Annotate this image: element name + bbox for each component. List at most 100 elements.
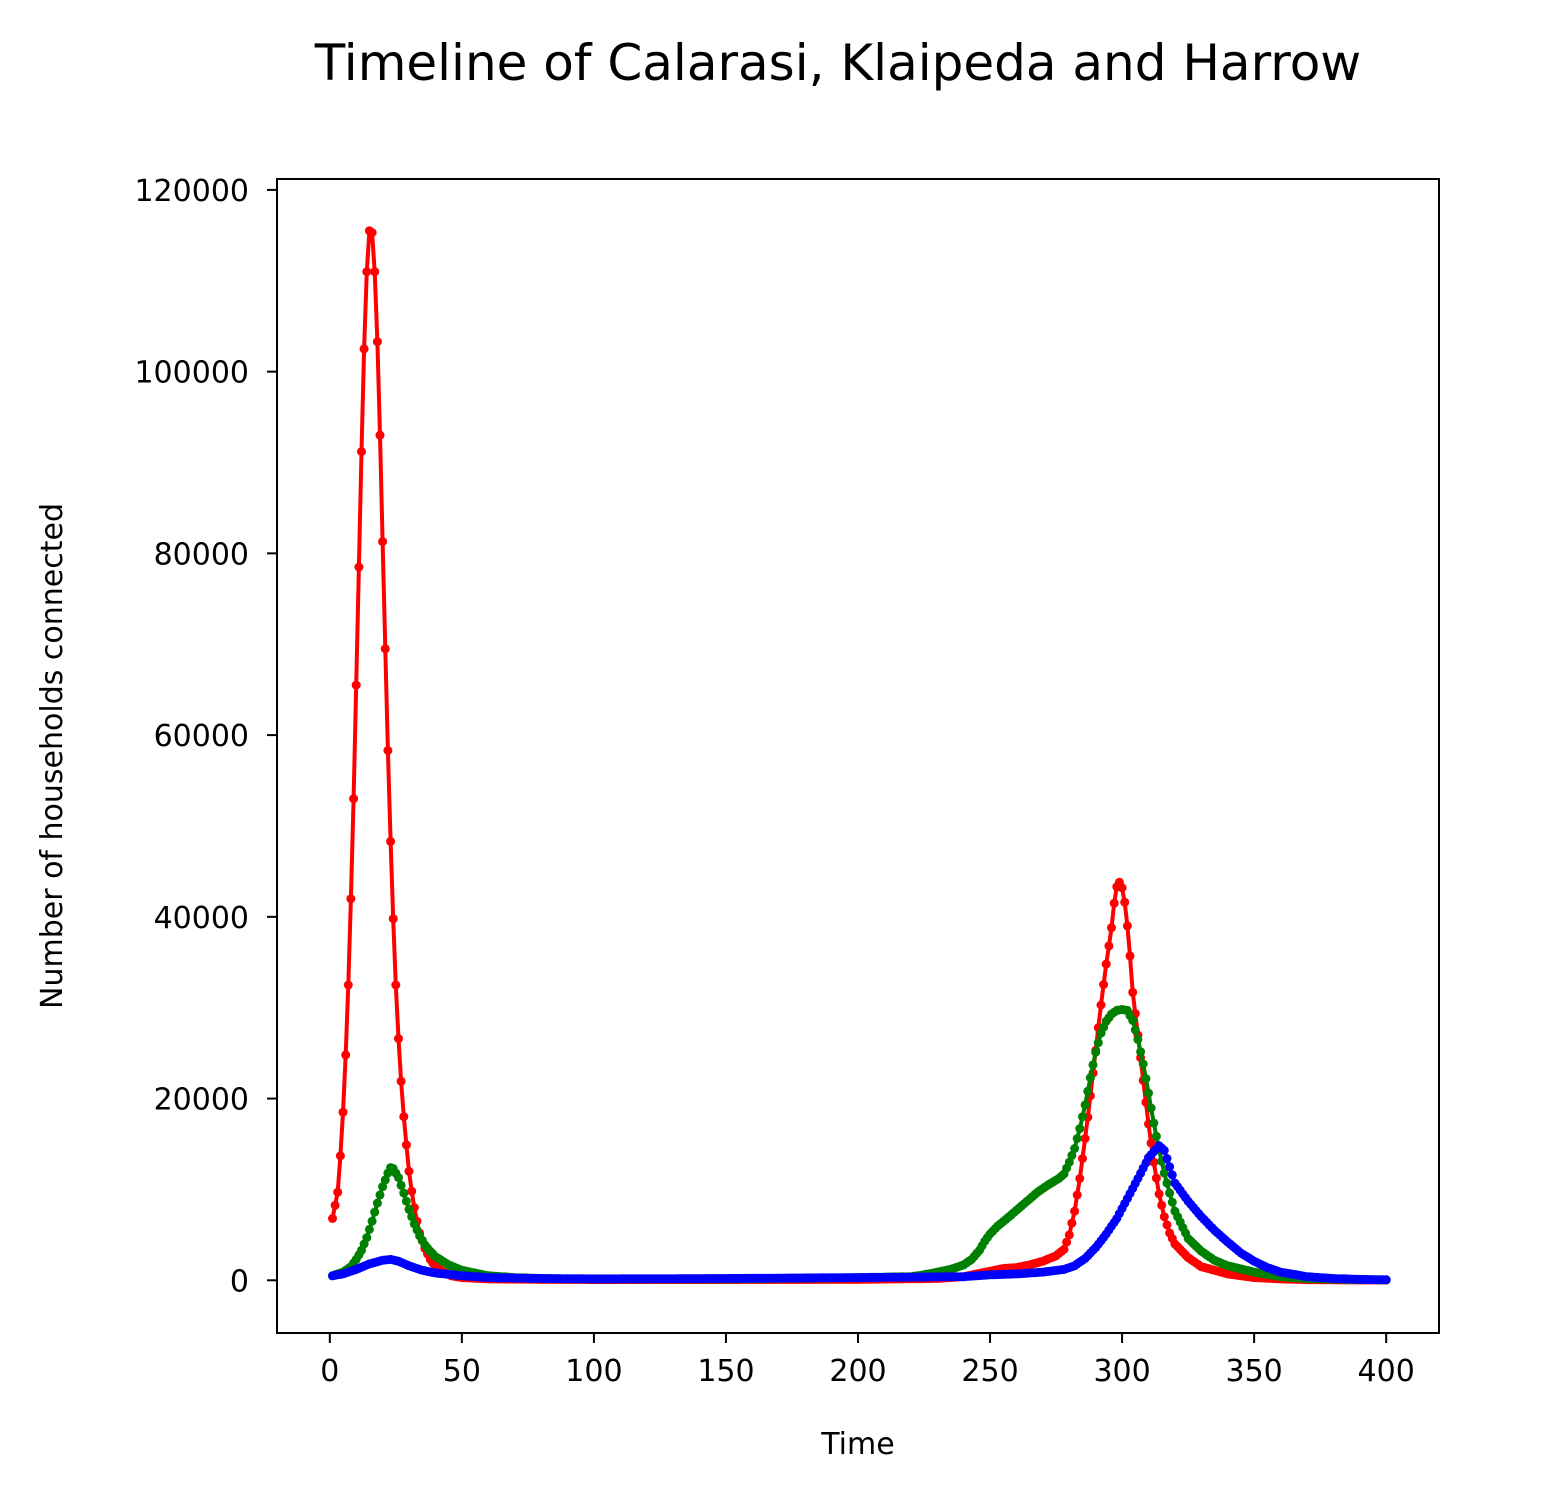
data-point (383, 746, 393, 755)
x-tick-label: 300 (1093, 1354, 1150, 1389)
data-point (399, 1188, 409, 1198)
data-point (375, 1190, 385, 1200)
data-point (1064, 1230, 1074, 1240)
data-point (1075, 1174, 1085, 1183)
data-point (1104, 941, 1114, 951)
data-point (1165, 1162, 1175, 1172)
data-point (394, 1173, 403, 1183)
data-point (380, 644, 390, 654)
series-line (332, 1143, 1387, 1282)
x-axis: 0 50 100 150 200 250 300 350 400 (320, 1333, 1415, 1389)
data-point (388, 914, 398, 924)
data-point (1141, 1074, 1151, 1084)
x-tick-label: 0 (320, 1354, 339, 1389)
x-axis-label: Time (820, 1427, 894, 1462)
data-point (370, 1207, 380, 1217)
data-point (396, 1076, 406, 1086)
y-tick-label: 60000 (154, 719, 249, 754)
x-tick-label: 150 (697, 1354, 754, 1389)
data-point (407, 1212, 417, 1222)
data-point (1093, 1038, 1103, 1048)
data-point (375, 430, 385, 440)
data-point (401, 1196, 411, 1206)
data-point (1091, 1047, 1101, 1057)
y-tick-label: 20000 (154, 1083, 249, 1118)
data-point (328, 1214, 337, 1223)
data-point (396, 1180, 406, 1190)
data-point (1080, 1134, 1090, 1143)
data-point (341, 1050, 351, 1060)
data-point (380, 1175, 390, 1185)
data-point (1133, 1035, 1143, 1044)
data-point (1159, 1212, 1169, 1222)
x-tick-label: 200 (829, 1354, 886, 1389)
data-point (367, 1216, 377, 1226)
data-point (338, 1107, 348, 1117)
data-point (394, 1034, 403, 1044)
data-point (1117, 883, 1127, 893)
x-tick-label: 400 (1358, 1354, 1415, 1389)
data-point (1085, 1073, 1095, 1083)
data-point (330, 1200, 340, 1210)
data-point (1075, 1124, 1085, 1134)
data-point (1167, 1197, 1177, 1207)
y-tick-label: 120000 (134, 174, 249, 209)
x-tick-label: 250 (961, 1354, 1018, 1389)
data-point (1146, 1138, 1156, 1148)
data-point (1067, 1150, 1077, 1160)
series-line (330, 228, 1387, 1282)
y-tick-label: 100000 (134, 356, 249, 391)
data-point (1067, 1218, 1077, 1228)
y-axis: 0 20000 40000 60000 80000 100000 120000 (134, 174, 277, 1299)
data-point (372, 337, 382, 347)
data-point (1138, 1059, 1148, 1069)
series-layer (328, 226, 1391, 1285)
data-point (1072, 1190, 1082, 1200)
data-point (357, 447, 366, 457)
data-point (391, 980, 401, 990)
data-point (1080, 1100, 1090, 1110)
data-point (407, 1186, 417, 1196)
data-point (1109, 898, 1119, 908)
data-point (1078, 1154, 1087, 1163)
data-point (1162, 1220, 1172, 1230)
series-1 (328, 226, 1391, 1285)
data-point (378, 537, 388, 547)
data-point (1101, 959, 1111, 969)
x-tick-label: 50 (443, 1354, 481, 1389)
plot-frame (276, 178, 1440, 1334)
data-point (362, 267, 372, 277)
data-point (1096, 1000, 1106, 1010)
data-point (343, 980, 353, 990)
data-point (1162, 1154, 1172, 1163)
data-point (1157, 1200, 1167, 1210)
data-point (1078, 1112, 1087, 1122)
y-axis-label: Number of households connected (35, 503, 70, 1009)
data-point (1107, 923, 1116, 933)
data-point (1165, 1188, 1175, 1198)
data-point (1070, 1206, 1080, 1216)
x-tick-label: 350 (1226, 1354, 1283, 1389)
data-point (367, 228, 377, 238)
data-point (378, 1182, 388, 1192)
data-point (1154, 1189, 1164, 1199)
data-point (1059, 1244, 1069, 1254)
data-point (1125, 951, 1135, 961)
data-point (359, 344, 369, 354)
data-point (370, 267, 380, 277)
data-point (1162, 1178, 1172, 1188)
data-point (1151, 1131, 1161, 1141)
y-tick-label: 40000 (154, 901, 249, 936)
data-point (404, 1166, 414, 1176)
data-point (364, 1224, 374, 1234)
y-tick-label: 80000 (154, 537, 249, 572)
data-point (362, 1233, 372, 1243)
data-point (404, 1204, 414, 1214)
series-3 (328, 1141, 1391, 1285)
data-point (1064, 1157, 1074, 1167)
data-point (1070, 1144, 1080, 1153)
data-point (401, 1140, 411, 1150)
data-point (1062, 1237, 1072, 1247)
data-point (1122, 921, 1132, 931)
data-point (1083, 1086, 1093, 1096)
